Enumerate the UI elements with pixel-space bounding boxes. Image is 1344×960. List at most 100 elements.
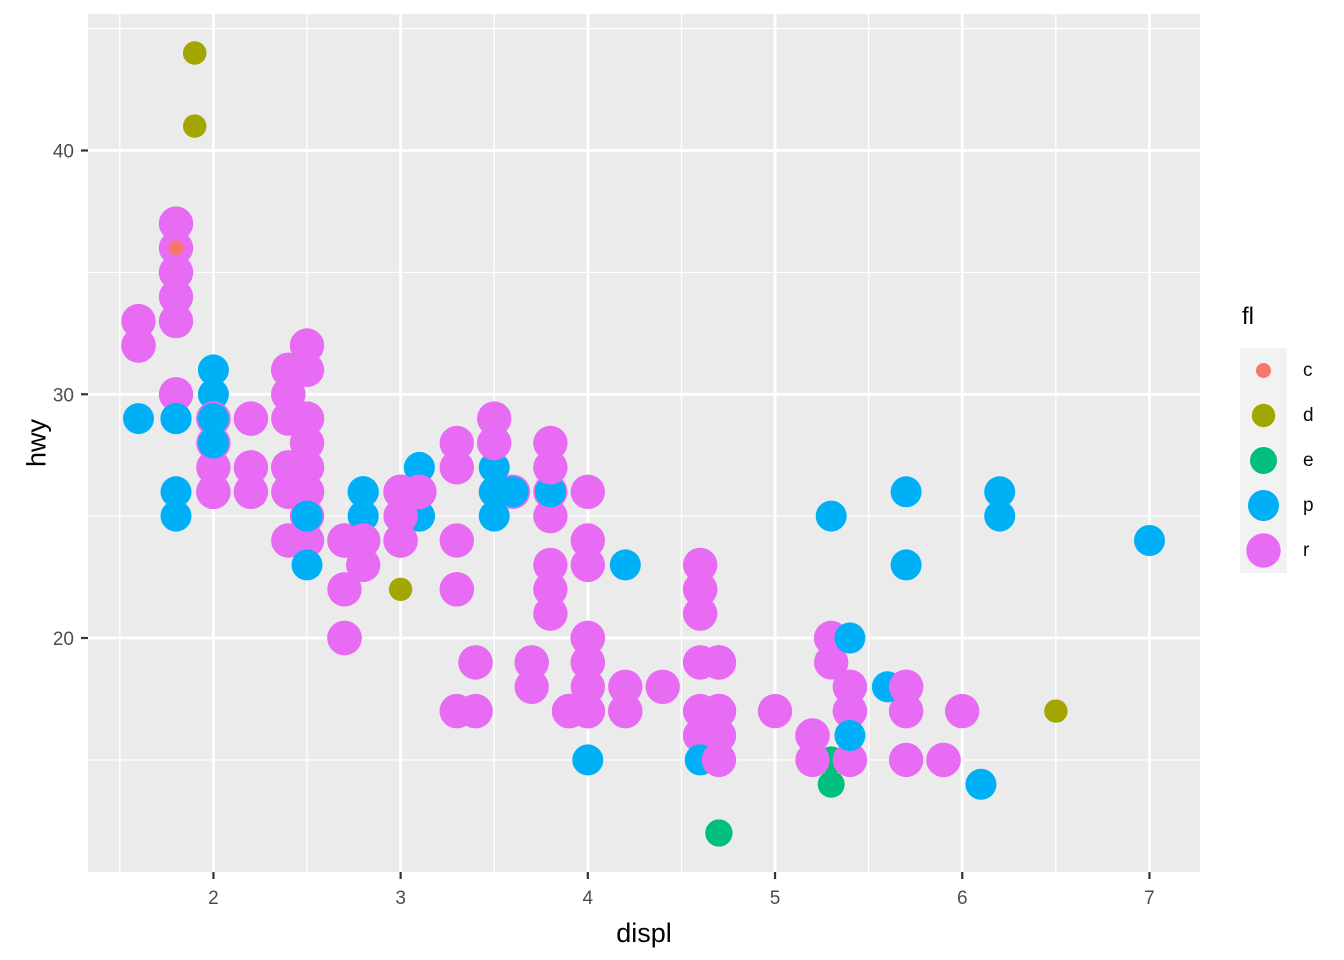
data-point xyxy=(383,498,418,534)
data-point xyxy=(196,450,231,485)
x-tick-label: 3 xyxy=(395,888,406,909)
data-point xyxy=(289,450,325,485)
data-point xyxy=(168,240,184,256)
data-point xyxy=(890,476,922,508)
data-point xyxy=(608,693,643,729)
data-point xyxy=(570,669,605,704)
data-point xyxy=(233,474,269,509)
data-point xyxy=(533,596,568,631)
legend-title: fl xyxy=(1242,303,1254,330)
data-point xyxy=(570,645,605,680)
data-point xyxy=(327,620,362,656)
data-point xyxy=(346,523,381,558)
legend-entry-r: r xyxy=(1240,528,1314,573)
data-point xyxy=(570,693,605,729)
data-point xyxy=(534,476,566,508)
legend-label: p xyxy=(1303,494,1314,516)
data-point xyxy=(183,114,207,138)
legend-key-swatch xyxy=(1240,528,1287,573)
data-point xyxy=(158,377,194,412)
legend-key-swatch xyxy=(1240,438,1287,483)
data-point xyxy=(121,328,156,363)
data-point xyxy=(289,328,325,363)
data-point xyxy=(757,693,793,729)
legend-entry-p: p xyxy=(1240,483,1314,528)
data-point xyxy=(197,427,229,459)
data-point xyxy=(183,41,207,65)
data-point xyxy=(609,549,641,581)
legend: fl c d e p r xyxy=(1240,303,1314,573)
legend-key-swatch xyxy=(1240,348,1287,393)
data-point xyxy=(888,693,924,729)
data-point xyxy=(196,474,231,509)
data-point xyxy=(291,500,323,532)
data-point xyxy=(926,742,961,778)
data-point xyxy=(1044,699,1068,723)
data-point xyxy=(608,669,643,704)
data-point xyxy=(683,547,718,583)
data-point xyxy=(458,645,493,680)
data-point xyxy=(160,403,192,435)
legend-keys: c d e p r xyxy=(1240,348,1314,573)
data-point xyxy=(478,451,510,483)
data-point xyxy=(289,425,325,461)
data-point xyxy=(160,500,192,532)
data-point xyxy=(683,718,718,753)
data-point xyxy=(570,547,605,583)
data-point xyxy=(533,450,568,485)
data-point xyxy=(815,500,847,532)
data-point xyxy=(291,549,323,581)
legend-key-swatch xyxy=(1240,483,1287,528)
data-point xyxy=(570,620,605,656)
y-tick-label: 20 xyxy=(53,629,74,650)
data-point xyxy=(570,474,605,509)
x-tick-label: 4 xyxy=(583,888,594,909)
data-point xyxy=(439,450,474,485)
data-point xyxy=(403,451,435,483)
data-point xyxy=(888,669,924,704)
data-point xyxy=(289,401,325,436)
data-point xyxy=(197,354,229,386)
legend-point-icon xyxy=(1250,447,1277,474)
data-point xyxy=(289,474,325,509)
x-tick-label: 5 xyxy=(770,888,781,909)
data-point xyxy=(383,523,418,558)
data-point xyxy=(832,669,868,704)
legend-label: c xyxy=(1303,359,1313,381)
data-point xyxy=(683,596,718,631)
legend-key-swatch xyxy=(1240,393,1287,438)
data-point xyxy=(572,744,604,776)
data-point xyxy=(388,577,413,601)
data-point xyxy=(289,523,325,558)
legend-entry-e: e xyxy=(1240,438,1314,483)
data-point xyxy=(160,476,192,508)
data-point xyxy=(795,742,830,778)
legend-label: e xyxy=(1303,449,1314,471)
x-axis-title: displ xyxy=(616,918,672,948)
data-point xyxy=(477,401,512,436)
data-point xyxy=(346,547,381,583)
data-point xyxy=(439,572,474,607)
data-point xyxy=(683,572,718,607)
data-point xyxy=(984,500,1016,532)
data-point xyxy=(439,425,474,461)
data-point xyxy=(645,669,680,704)
data-point xyxy=(158,255,194,290)
data-point xyxy=(701,742,737,778)
data-point xyxy=(327,572,362,607)
data-point xyxy=(705,819,733,847)
data-point xyxy=(570,523,605,558)
data-point xyxy=(945,693,980,729)
data-point xyxy=(158,206,194,241)
data-point xyxy=(271,377,306,412)
y-tick-label: 40 xyxy=(53,142,74,163)
data-point xyxy=(497,476,529,508)
data-point xyxy=(383,474,418,509)
legend-point-icon xyxy=(1248,490,1279,521)
data-point xyxy=(683,645,718,680)
data-point xyxy=(478,500,510,532)
data-point xyxy=(832,742,868,778)
y-tick-label: 30 xyxy=(53,385,74,406)
